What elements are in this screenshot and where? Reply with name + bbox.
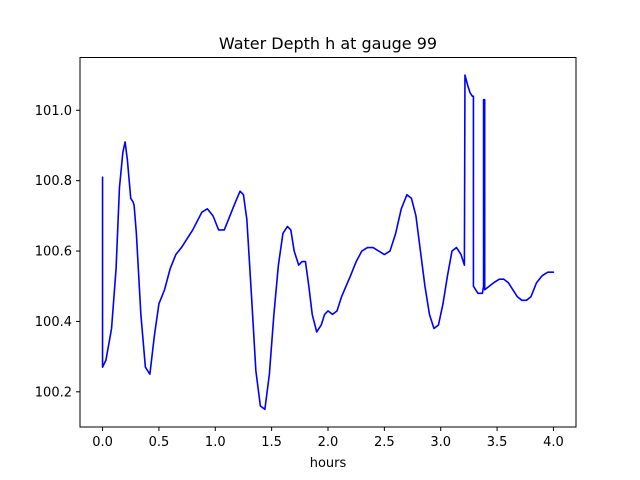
y-tick-label: 100.4 (35, 315, 72, 330)
x-tick-label: 3.0 (430, 435, 451, 450)
y-tick-label: 100.2 (35, 385, 72, 400)
y-tick-label: 101.0 (35, 104, 72, 119)
x-tick-label: 1.0 (205, 435, 226, 450)
y-axis: 100.2 100.4 100.6 100.8 101.0 (35, 104, 80, 400)
x-tick-label: 1.5 (261, 435, 282, 450)
y-tick-label: 100.8 (35, 174, 72, 189)
x-tick-label: 2.0 (318, 435, 339, 450)
x-axis: 0.0 0.5 1.0 1.5 2.0 2.5 3.0 3.5 4.0 (92, 427, 564, 450)
y-tick-label: 100.6 (35, 245, 72, 260)
x-tick-label: 0.5 (149, 435, 170, 450)
plot-area (101, 74, 555, 411)
x-tick-label: 2.5 (374, 435, 395, 450)
x-tick-label: 3.5 (487, 435, 508, 450)
x-tick-label: 0.0 (92, 435, 113, 450)
chart-title: Water Depth h at gauge 99 (219, 34, 437, 53)
series-line-0 (101, 74, 555, 411)
x-axis-label: hours (310, 456, 347, 471)
plot-frame (79, 57, 577, 428)
x-tick-label: 4.0 (543, 435, 564, 450)
